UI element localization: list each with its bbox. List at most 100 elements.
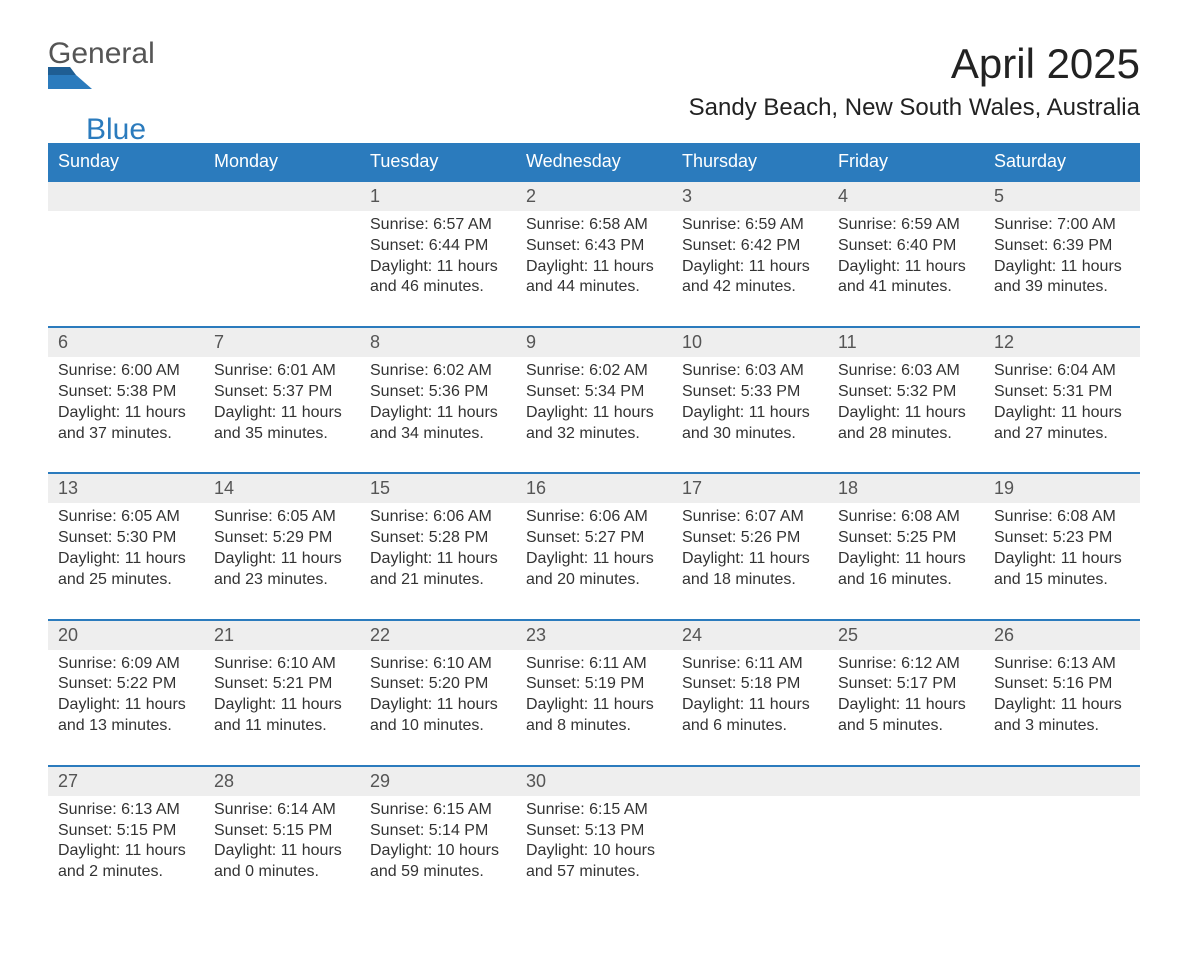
day-number: 12 [984, 328, 1140, 357]
weekday-header-cell: Saturday [984, 143, 1140, 180]
daylight-line-2: and 3 minutes. [994, 716, 1130, 737]
sunset-line: Sunset: 5:15 PM [214, 821, 350, 842]
sunrise-line: Sunrise: 6:02 AM [370, 361, 506, 382]
daylight-line-2: and 42 minutes. [682, 277, 818, 298]
sunrise-line: Sunrise: 6:08 AM [838, 507, 974, 528]
daylight-line-1: Daylight: 11 hours [214, 841, 350, 862]
weekday-header-cell: Sunday [48, 143, 204, 180]
daylight-line-1: Daylight: 11 hours [994, 695, 1130, 716]
daylight-line-2: and 57 minutes. [526, 862, 662, 883]
day-number: 30 [516, 767, 672, 796]
day-details-row: Sunrise: 6:57 AMSunset: 6:44 PM Daylight:… [48, 211, 1140, 326]
day-cell: Sunrise: 6:05 AMSunset: 5:29 PMDaylight:… [204, 503, 360, 618]
logo-text: General Blue [48, 40, 155, 143]
sunrise-line: Sunrise: 6:11 AM [682, 654, 818, 675]
sunrise-line: Sunrise: 6:03 AM [682, 361, 818, 382]
daylight-line-2: and 44 minutes. [526, 277, 662, 298]
daylight-line-1: Daylight: 11 hours [682, 695, 818, 716]
sunrise-line: Sunrise: 6:09 AM [58, 654, 194, 675]
day-number-row: 6789101112 [48, 328, 1140, 357]
daylight-line-2: and 15 minutes. [994, 570, 1130, 591]
day-number: 4 [828, 182, 984, 211]
daylight-line-1: Daylight: 11 hours [58, 549, 194, 570]
day-number: 25 [828, 621, 984, 650]
day-number: 20 [48, 621, 204, 650]
logo-word-blue: Blue [86, 113, 146, 146]
sunset-line: Sunset: 5:17 PM [838, 674, 974, 695]
daylight-line-2: and 8 minutes. [526, 716, 662, 737]
day-cell: Sunrise: 6:03 AMSunset: 5:32 PMDaylight:… [828, 357, 984, 472]
logo-word-general: General [48, 37, 155, 70]
day-number-row: 20212223242526 [48, 621, 1140, 650]
day-cell: Sunrise: 6:13 AMSunset: 5:16 PMDaylight:… [984, 650, 1140, 765]
sunset-line: Sunset: 5:14 PM [370, 821, 506, 842]
day-number-row: 13141516171819 [48, 474, 1140, 503]
calendar-week: 27282930Sunrise: 6:13 AMSunset: 5:15 PMD… [48, 765, 1140, 911]
day-cell [984, 796, 1140, 911]
weekday-header-cell: Monday [204, 143, 360, 180]
day-cell: Sunrise: 6:02 AMSunset: 5:36 PMDaylight:… [360, 357, 516, 472]
day-cell: Sunrise: 6:57 AMSunset: 6:44 PMDaylight:… [360, 211, 516, 326]
daylight-line-1: Daylight: 11 hours [682, 549, 818, 570]
day-cell: Sunrise: 6:08 AMSunset: 5:25 PMDaylight:… [828, 503, 984, 618]
sunrise-line: Sunrise: 6:57 AM [370, 215, 506, 236]
sunrise-line: Sunrise: 6:00 AM [58, 361, 194, 382]
daylight-line-2: and 5 minutes. [838, 716, 974, 737]
day-cell: Sunrise: 6:01 AMSunset: 5:37 PMDaylight:… [204, 357, 360, 472]
sunset-line: Sunset: 5:29 PM [214, 528, 350, 549]
daylight-line-1: Daylight: 11 hours [682, 403, 818, 424]
day-cell [48, 211, 204, 326]
sunset-line: Sunset: 5:33 PM [682, 382, 818, 403]
day-cell: Sunrise: 6:05 AMSunset: 5:30 PMDaylight:… [48, 503, 204, 618]
weekday-header-cell: Friday [828, 143, 984, 180]
day-number: 26 [984, 621, 1140, 650]
sunset-line: Sunset: 5:31 PM [994, 382, 1130, 403]
weeks-container: 12345 Sunrise: 6:57 AMSunset: 6:44 PM Dayl… [48, 180, 1140, 911]
sunrise-line: Sunrise: 6:58 AM [526, 215, 662, 236]
day-number-row: 12345 [48, 182, 1140, 211]
sunrise-line: Sunrise: 7:00 AM [994, 215, 1130, 236]
sunset-line: Sunset: 5:27 PM [526, 528, 662, 549]
daylight-line-1: Daylight: 11 hours [838, 403, 974, 424]
brand-logo: General Blue [48, 40, 155, 143]
sunrise-line: Sunrise: 6:10 AM [214, 654, 350, 675]
daylight-line-2: and 59 minutes. [370, 862, 506, 883]
sunset-line: Sunset: 5:20 PM [370, 674, 506, 695]
page-title: April 2025 [689, 40, 1140, 88]
calendar-week: 12345 Sunrise: 6:57 AMSunset: 6:44 PM Dayl… [48, 180, 1140, 326]
sunset-line: Sunset: 5:19 PM [526, 674, 662, 695]
day-number: 16 [516, 474, 672, 503]
day-number: 21 [204, 621, 360, 650]
sunrise-line: Sunrise: 6:11 AM [526, 654, 662, 675]
sunrise-line: Sunrise: 6:13 AM [994, 654, 1130, 675]
daylight-line-1: Daylight: 11 hours [526, 257, 662, 278]
daylight-line-2: and 2 minutes. [58, 862, 194, 883]
sunrise-line: Sunrise: 6:07 AM [682, 507, 818, 528]
daylight-line-2: and 30 minutes. [682, 424, 818, 445]
day-number: 14 [204, 474, 360, 503]
sunset-line: Sunset: 5:13 PM [526, 821, 662, 842]
daylight-line-2: and 13 minutes. [58, 716, 194, 737]
sunset-line: Sunset: 5:36 PM [370, 382, 506, 403]
day-details-row: Sunrise: 6:05 AMSunset: 5:30 PMDaylight:… [48, 503, 1140, 618]
sunrise-line: Sunrise: 6:05 AM [214, 507, 350, 528]
day-cell [204, 211, 360, 326]
day-cell: Sunrise: 6:11 AMSunset: 5:19 PMDaylight:… [516, 650, 672, 765]
sunset-line: Sunset: 6:44 PM [370, 236, 506, 257]
daylight-line-1: Daylight: 11 hours [370, 403, 506, 424]
calendar-week: 6789101112Sunrise: 6:00 AMSunset: 5:38 P… [48, 326, 1140, 472]
weekday-header-cell: Tuesday [360, 143, 516, 180]
sunset-line: Sunset: 6:39 PM [994, 236, 1130, 257]
daylight-line-1: Daylight: 11 hours [58, 841, 194, 862]
daylight-line-1: Daylight: 11 hours [370, 695, 506, 716]
sunset-line: Sunset: 5:18 PM [682, 674, 818, 695]
day-number: 7 [204, 328, 360, 357]
day-number: 15 [360, 474, 516, 503]
day-number: 2 [516, 182, 672, 211]
day-number [828, 767, 984, 796]
daylight-line-1: Daylight: 11 hours [994, 403, 1130, 424]
daylight-line-1: Daylight: 11 hours [994, 549, 1130, 570]
day-number: 6 [48, 328, 204, 357]
day-cell: Sunrise: 6:06 AMSunset: 5:27 PMDaylight:… [516, 503, 672, 618]
day-cell: Sunrise: 6:14 AMSunset: 5:15 PMDaylight:… [204, 796, 360, 911]
